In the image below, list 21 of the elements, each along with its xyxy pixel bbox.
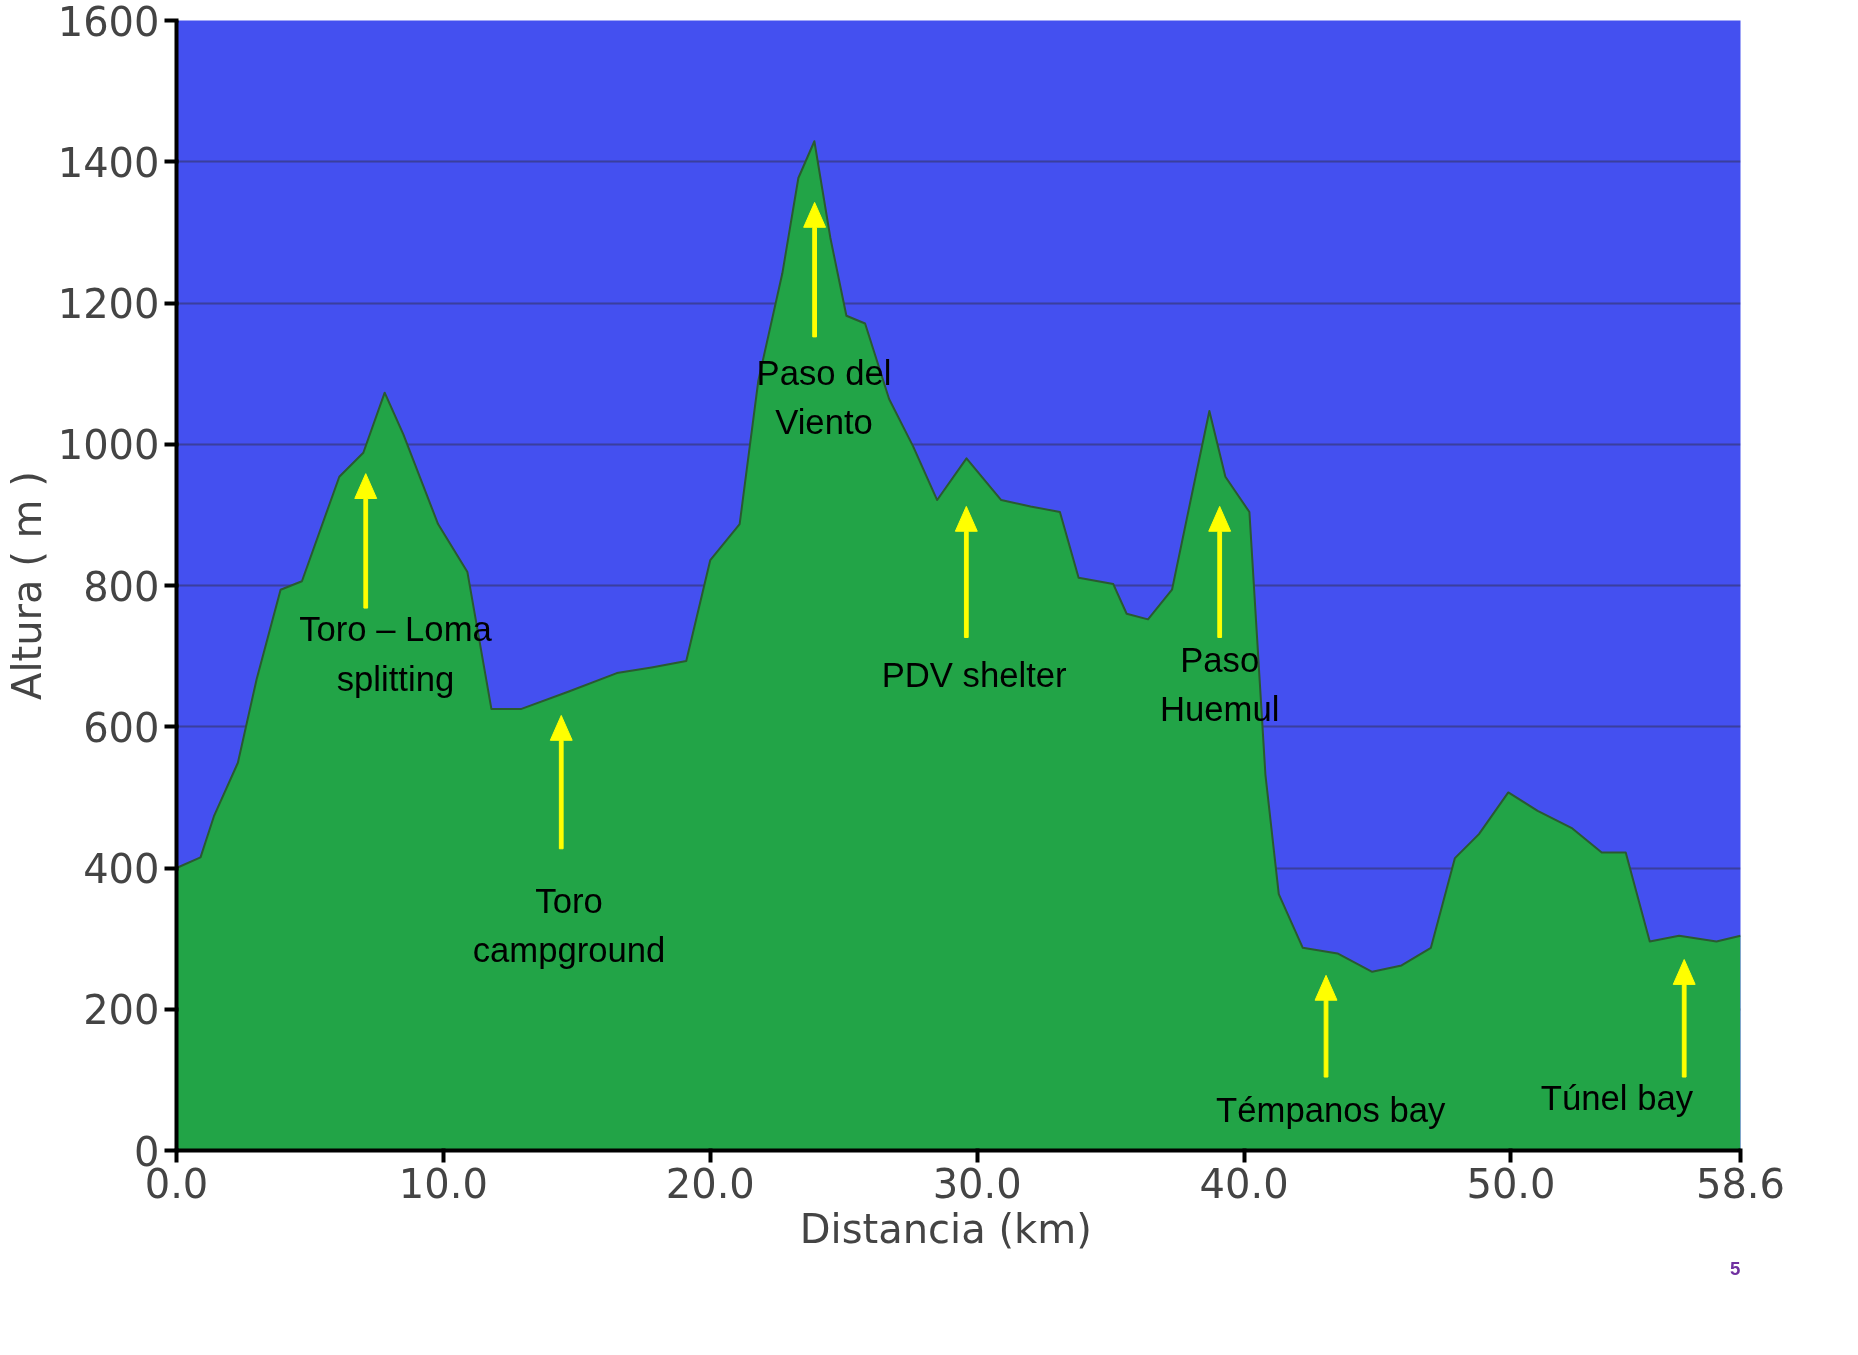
annotation: Témpanos bay [1216,1090,1447,1129]
y-tick-label: 600 [83,704,160,751]
y-tick-label: 1200 [57,281,160,327]
y-tick-label: 1000 [57,422,160,469]
y-tick-label: 800 [83,563,160,610]
annotation: PDV shelter [881,655,1067,694]
x-tick-label: 50.0 [1466,1160,1556,1207]
x-tick-label: 58.6 [1695,1160,1786,1207]
y-tick-label: 200 [83,987,160,1034]
y-tick-label: 400 [83,846,160,892]
x-axis-title: Distancia (km) [799,1205,1092,1252]
y-tick-label: 1400 [57,139,160,186]
x-tick-label: 30.0 [932,1160,1022,1207]
x-tick-label: 20.0 [665,1160,755,1207]
annotation: Túnel bay [1540,1079,1694,1118]
x-tick-label: 10.0 [398,1160,488,1207]
text: 5 [1730,1257,1741,1279]
x-tick-label: 40.0 [1199,1160,1289,1207]
annotation: Toro campground [472,881,666,969]
y-axis-title: Altura ( m ) [3,471,50,700]
y-tick-label: 1600 [57,0,160,45]
